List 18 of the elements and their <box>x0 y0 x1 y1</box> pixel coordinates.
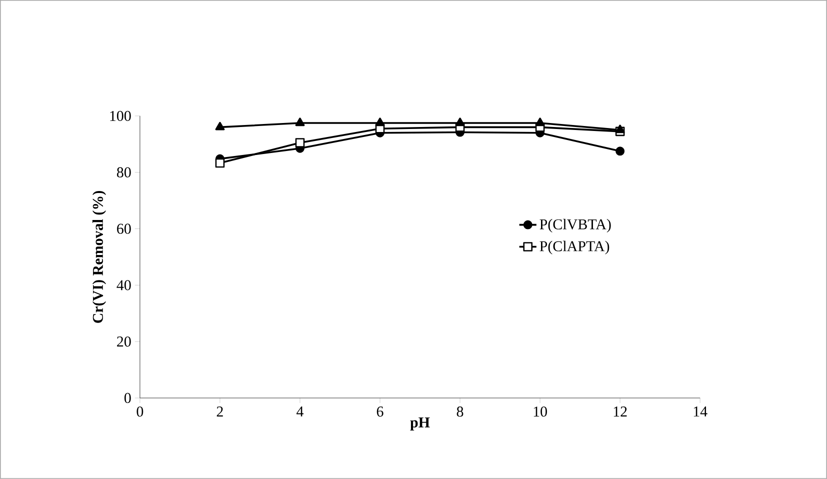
x-tick-label: 6 <box>376 406 384 417</box>
legend-label: P(ClVBTA) <box>540 218 611 233</box>
y-tick-label: 60 <box>117 224 131 234</box>
y-tick-label: 100 <box>110 110 131 122</box>
y-tick-label: 0 <box>124 392 131 404</box>
x-tick-label: 8 <box>456 406 464 417</box>
y-tick-label: 40 <box>116 280 131 290</box>
x-tick-label: 14 <box>694 406 708 416</box>
legend-label: P(ClAPTA) <box>540 240 610 254</box>
x-tick-label: 2 <box>216 406 223 417</box>
y-axis-title: Cr(VI) Removal (%) <box>92 191 106 323</box>
x-axis-title: pH <box>410 418 430 431</box>
x-tick-label: 4 <box>296 406 304 416</box>
x-tick-label: 12 <box>614 406 627 417</box>
y-tick-label: 80 <box>116 167 131 178</box>
x-tick-label: 10 <box>534 406 547 417</box>
x-tick-label: 0 <box>136 406 144 417</box>
y-tick-label: 20 <box>117 336 131 347</box>
